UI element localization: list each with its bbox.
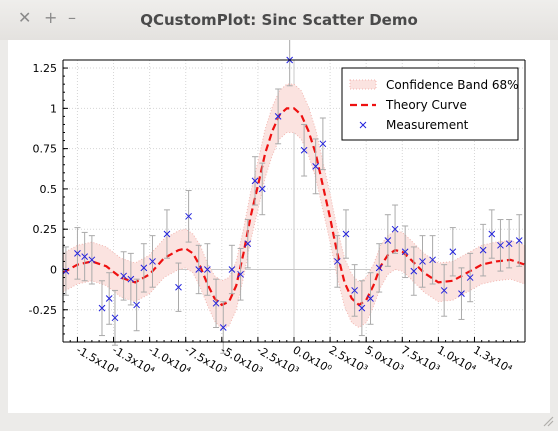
plot-widget[interactable]: -1.5x10⁴ -1.3x10⁴ -1.0x10⁴ -7.5x10³ -5.0x10³…: [8, 33, 550, 413]
measurement-point: [212, 299, 220, 307]
measurement-point: [358, 304, 366, 312]
measurement-point: [401, 248, 409, 256]
measurement-point: [419, 258, 426, 265]
window-title: QCustomPlot: Sinc Scatter Demo: [140, 11, 418, 29]
y-tick-label: 0.25: [33, 223, 58, 236]
measurement-point: [384, 237, 392, 244]
measurement-point: [149, 258, 156, 265]
measurement-point: [81, 253, 89, 260]
measurement-point: [228, 266, 236, 273]
measurement-point: [410, 267, 418, 275]
legend-entry-label: Measurement: [386, 118, 469, 132]
theory-curve-layer: [62, 107, 526, 307]
legend-entry-label: Confidence Band 68%: [386, 78, 519, 92]
measurement-point: [185, 212, 192, 220]
y-tick-label: 1: [50, 102, 57, 115]
x-tick-label: 2.5x10³: [327, 343, 370, 375]
x-tick-label: 1.0x10⁴: [435, 343, 479, 376]
legend-entry-label: Theory Curve: [385, 98, 467, 112]
minimize-icon[interactable]: –: [68, 8, 76, 27]
measurement-point: [244, 240, 252, 248]
maximize-icon[interactable]: +: [44, 8, 58, 27]
measurement-point: [251, 177, 259, 185]
resize-grip-icon[interactable]: [540, 413, 554, 427]
measurement-point: [300, 146, 308, 154]
measurement-point: [219, 324, 227, 331]
measurement-point: [258, 185, 266, 193]
measurement-point: [375, 264, 383, 272]
measurement-point: [204, 266, 211, 273]
measurement-point: [98, 304, 106, 312]
measurement-point: [195, 266, 203, 273]
x-tick-label: 1.3x10⁴: [471, 343, 515, 376]
measurement-point: [479, 246, 487, 254]
measurement-point: [274, 113, 282, 120]
sinc-scatter-chart[interactable]: -1.5x10⁴-1.3x10⁴-1.0x10⁴-7.5x10³-5.0x10³…: [8, 33, 550, 413]
close-icon[interactable]: ✕: [18, 8, 32, 27]
measurement-point: [488, 230, 496, 238]
measurement-point: [429, 256, 436, 264]
measurement-point: [312, 163, 320, 170]
x-tick-label: 7.5x10³: [399, 343, 442, 375]
y-tick-label: -0.25: [29, 304, 57, 317]
measurement-point: [351, 287, 358, 294]
measurement-point: [458, 290, 465, 298]
measurement-point: [74, 250, 81, 257]
measurement-point: [391, 225, 399, 233]
theory-curve: [62, 107, 526, 307]
measurement-point: [367, 295, 374, 302]
measurement-layer: [62, 33, 523, 354]
measurement-point: [163, 230, 171, 238]
measurement-point: [237, 270, 244, 278]
measurement-point: [175, 283, 182, 291]
legend-marker-swatch: [359, 121, 367, 129]
measurement-point: [120, 272, 127, 280]
measurement-point: [105, 295, 113, 302]
y-tick-label: 0.75: [33, 143, 58, 156]
y-tick-label: 0: [50, 263, 57, 276]
measurement-point: [111, 314, 119, 322]
measurement-point: [515, 237, 523, 244]
measurement-point: [440, 287, 448, 294]
y-tick-label: 1.25: [33, 62, 58, 75]
window-titlebar[interactable]: ✕ + – QCustomPlot: Sinc Scatter Demo: [0, 0, 558, 40]
y-tick-label: 0.5: [40, 183, 58, 196]
x-tick-label: 5.0x10³: [363, 343, 406, 375]
measurement-point: [466, 274, 474, 281]
measurement-point: [127, 275, 135, 283]
legend: Confidence Band 68% Theory Curve Measureme…: [341, 67, 519, 141]
legend-band-swatch: [349, 79, 377, 90]
measurement-point: [140, 264, 148, 272]
measurement-point: [333, 258, 341, 265]
measurement-point: [505, 240, 513, 248]
measurement-point: [449, 248, 457, 256]
measurement-point: [342, 230, 350, 238]
measurement-point: [133, 301, 140, 309]
measurement-point: [88, 256, 96, 264]
measurement-point: [319, 140, 327, 148]
measurement-point: [497, 241, 504, 249]
